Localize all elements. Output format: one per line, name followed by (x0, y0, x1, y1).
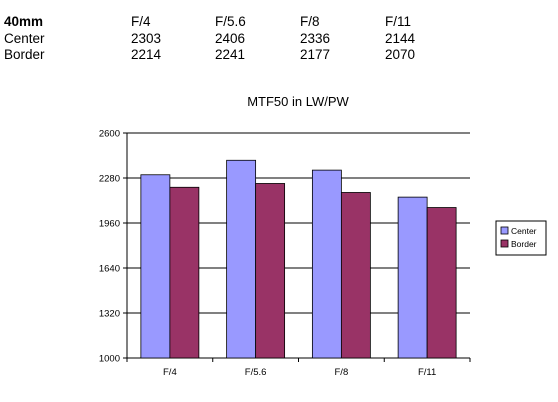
y-tick-label: 1320 (99, 309, 120, 320)
table-cell: 2336 (300, 30, 331, 46)
bar-border-f4 (169, 186, 200, 359)
x-tick-label: F/8 (335, 367, 349, 378)
y-tick-label: 2600 (99, 129, 120, 140)
x-tick-label: F/5.6 (245, 367, 267, 378)
table-header-cell: F/11 (385, 14, 412, 29)
table-cell: 2070 (385, 47, 416, 62)
y-tick-label: 2280 (99, 174, 120, 185)
table-header-lens: 40mm (4, 14, 44, 29)
bar-border-f11 (426, 207, 457, 359)
bar-border-f8 (340, 192, 371, 359)
y-tick-label: 1000 (99, 354, 120, 365)
legend-label: Center (511, 226, 537, 236)
x-tick-label: F/11 (418, 367, 436, 378)
table-cell: 2177 (300, 47, 331, 62)
legend-swatch (500, 239, 509, 248)
table-header-cell: F/4 (131, 14, 151, 29)
chart-legend: Center Border (495, 220, 547, 256)
chart-title: MTF50 in LW/PW (247, 94, 349, 109)
legend-label: Border (511, 239, 537, 249)
table-cell: 2241 (215, 47, 246, 62)
table-row-label: Center (4, 30, 45, 46)
bar-center-f56 (226, 159, 257, 359)
bar-center-f11 (397, 196, 428, 359)
table-cell: 2303 (131, 30, 162, 46)
y-tick-label: 1960 (99, 219, 120, 230)
x-tick-label: F/4 (163, 367, 177, 378)
bar-border-f56 (255, 183, 286, 359)
table-cell: 2144 (385, 30, 416, 46)
y-tick-label: 1640 (99, 264, 120, 275)
legend-swatch (500, 226, 509, 235)
table-row-label: Border (4, 47, 45, 62)
table-header-cell: F/5.6 (215, 14, 246, 29)
bar-center-f8 (311, 169, 342, 359)
table-cell: 2214 (131, 47, 162, 62)
bar-center-f4 (140, 174, 171, 359)
table-cell: 2406 (215, 30, 246, 46)
table-header-cell: F/8 (300, 14, 320, 29)
